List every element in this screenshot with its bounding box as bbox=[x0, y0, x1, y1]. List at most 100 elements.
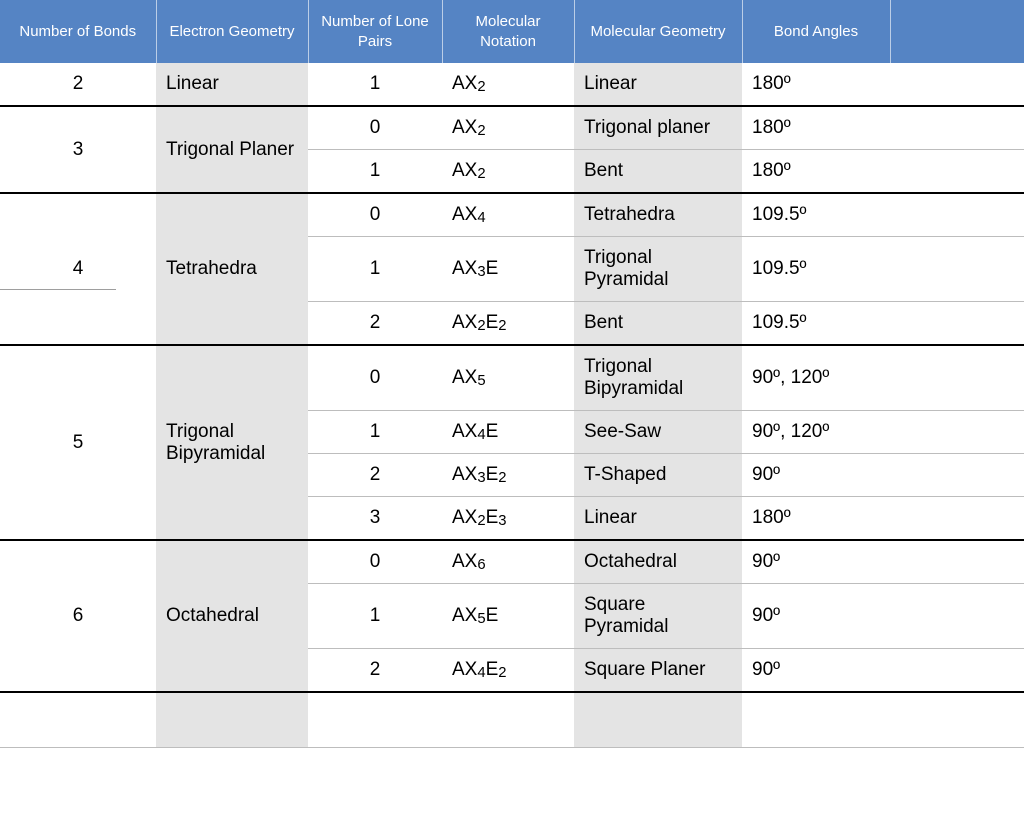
cell-molecular-geometry: Trigonal planer bbox=[574, 106, 742, 150]
molecular-geometry-value: Linear bbox=[584, 73, 637, 94]
lone-pairs-value: 2 bbox=[370, 312, 381, 333]
cell-notation: AX2E3 bbox=[442, 497, 574, 541]
cell-notation: AX4E bbox=[442, 411, 574, 454]
notation-base: AX bbox=[452, 258, 477, 279]
lone-pairs-value: 0 bbox=[370, 367, 381, 388]
cell-molecular-geometry: Square Pyramidal bbox=[574, 584, 742, 649]
bond-angle-value: 90º bbox=[752, 605, 780, 626]
cell-lone-pairs: 1 bbox=[308, 63, 442, 106]
cell-bond-angle: 90º bbox=[742, 540, 890, 584]
molecular-geometry-value: Trigonal Pyramidal bbox=[584, 247, 668, 290]
cell-lone-pairs: 1 bbox=[308, 237, 442, 302]
lone-pairs-value: 0 bbox=[370, 551, 381, 572]
cell-lone-pairs: 2 bbox=[308, 454, 442, 497]
cell-extra bbox=[890, 63, 1024, 106]
lone-pairs-value: 1 bbox=[370, 605, 381, 626]
header-extra bbox=[890, 0, 1024, 63]
molecular-geometry-value: T-Shaped bbox=[584, 464, 666, 485]
bonds-value: 3 bbox=[73, 139, 84, 160]
notation-base: AX bbox=[452, 73, 477, 94]
cell-bond-angle: 90º, 120º bbox=[742, 345, 890, 411]
lone-pairs-value: 1 bbox=[370, 160, 381, 181]
table-header: Number of BondsElectron GeometryNumber o… bbox=[0, 0, 1024, 63]
lone-pairs-value: 1 bbox=[370, 258, 381, 279]
header-label: Molecular Geometry bbox=[590, 23, 725, 40]
cell-number-of-bonds: 4 bbox=[0, 193, 156, 345]
notation-sub2: 2 bbox=[498, 665, 506, 681]
cell-number-of-bonds: 3 bbox=[0, 106, 156, 193]
bond-angle-value: 109.5º bbox=[752, 312, 807, 333]
notation-base: AX bbox=[452, 117, 477, 138]
notation-tail: E bbox=[486, 605, 499, 626]
cell-notation: AX4 bbox=[442, 193, 574, 237]
lone-pairs-value: 0 bbox=[370, 204, 381, 225]
lone-pairs-value: 2 bbox=[370, 464, 381, 485]
notation-sub: 2 bbox=[477, 166, 485, 182]
cell-electron-geometry: Trigonal Planer bbox=[156, 106, 308, 193]
header-lp: Number of Lone Pairs bbox=[308, 0, 442, 63]
cell-empty bbox=[156, 692, 308, 748]
notation-sub2: 2 bbox=[498, 318, 506, 334]
cell-notation: AX2 bbox=[442, 150, 574, 194]
cell-notation: AX6 bbox=[442, 540, 574, 584]
bond-angle-value: 90º bbox=[752, 464, 780, 485]
notation-sub: 4 bbox=[477, 210, 485, 226]
notation-sub: 2 bbox=[477, 318, 485, 334]
notation-sub: 2 bbox=[477, 123, 485, 139]
cell-notation: AX3E2 bbox=[442, 454, 574, 497]
notation-base: AX bbox=[452, 605, 477, 626]
notation-sub: 3 bbox=[477, 470, 485, 486]
cell-empty bbox=[742, 692, 890, 748]
notation-tail: E bbox=[486, 421, 499, 442]
molecular-geometry-value: Trigonal Bipyramidal bbox=[584, 356, 683, 399]
cell-molecular-geometry: Trigonal Bipyramidal bbox=[574, 345, 742, 411]
notation-sub2: 2 bbox=[498, 470, 506, 486]
bond-angle-value: 180º bbox=[752, 507, 791, 528]
cell-extra bbox=[890, 584, 1024, 649]
cell-bond-angle: 90º bbox=[742, 649, 890, 693]
cell-lone-pairs: 1 bbox=[308, 411, 442, 454]
molecular-geometry-value: Bent bbox=[584, 160, 623, 181]
cell-molecular-geometry: Octahedral bbox=[574, 540, 742, 584]
bonds-value: 6 bbox=[73, 605, 84, 626]
header-label: Number of Lone Pairs bbox=[321, 13, 429, 50]
cell-empty bbox=[0, 692, 156, 748]
bonds-value: 5 bbox=[73, 432, 84, 453]
cell-extra bbox=[890, 345, 1024, 411]
table-row: 4Tetrahedra0AX4Tetrahedra109.5º bbox=[0, 193, 1024, 237]
cell-extra bbox=[890, 649, 1024, 693]
cell-number-of-bonds: 2 bbox=[0, 63, 156, 106]
cell-molecular-geometry: Linear bbox=[574, 497, 742, 541]
cell-empty bbox=[574, 692, 742, 748]
cell-bond-angle: 180º bbox=[742, 497, 890, 541]
bond-angle-value: 90º, 120º bbox=[752, 421, 829, 442]
table-row: 5Trigonal Bipyramidal0AX5Trigonal Bipyra… bbox=[0, 345, 1024, 411]
cell-electron-geometry: Octahedral bbox=[156, 540, 308, 692]
cell-empty bbox=[442, 692, 574, 748]
vsepr-geometry-table: Number of BondsElectron GeometryNumber o… bbox=[0, 0, 1024, 748]
cell-electron-geometry: Trigonal Bipyramidal bbox=[156, 345, 308, 540]
cell-extra bbox=[890, 540, 1024, 584]
table-body: 2Linear1AX2Linear180º3Trigonal Planer0AX… bbox=[0, 63, 1024, 748]
molecular-geometry-value: Tetrahedra bbox=[584, 204, 675, 225]
cell-bond-angle: 180º bbox=[742, 106, 890, 150]
cell-lone-pairs: 0 bbox=[308, 106, 442, 150]
bond-angle-value: 90º, 120º bbox=[752, 367, 829, 388]
molecular-geometry-value: Linear bbox=[584, 507, 637, 528]
notation-base: AX bbox=[452, 659, 477, 680]
notation-sub: 6 bbox=[477, 557, 485, 573]
cell-bond-angle: 90º bbox=[742, 454, 890, 497]
notation-sub: 2 bbox=[477, 79, 485, 95]
notation-sub: 5 bbox=[477, 611, 485, 627]
cell-extra bbox=[890, 237, 1024, 302]
cell-bond-angle: 180º bbox=[742, 150, 890, 194]
cell-notation: AX2E2 bbox=[442, 302, 574, 346]
table-row: 2Linear1AX2Linear180º bbox=[0, 63, 1024, 106]
bond-angle-value: 109.5º bbox=[752, 204, 807, 225]
molecular-geometry-value: Square Pyramidal bbox=[584, 594, 668, 637]
cell-electron-geometry: Tetrahedra bbox=[156, 193, 308, 345]
cell-lone-pairs: 2 bbox=[308, 649, 442, 693]
header-label: Molecular Notation bbox=[475, 13, 540, 50]
lone-pairs-value: 0 bbox=[370, 117, 381, 138]
bond-angle-value: 90º bbox=[752, 659, 780, 680]
